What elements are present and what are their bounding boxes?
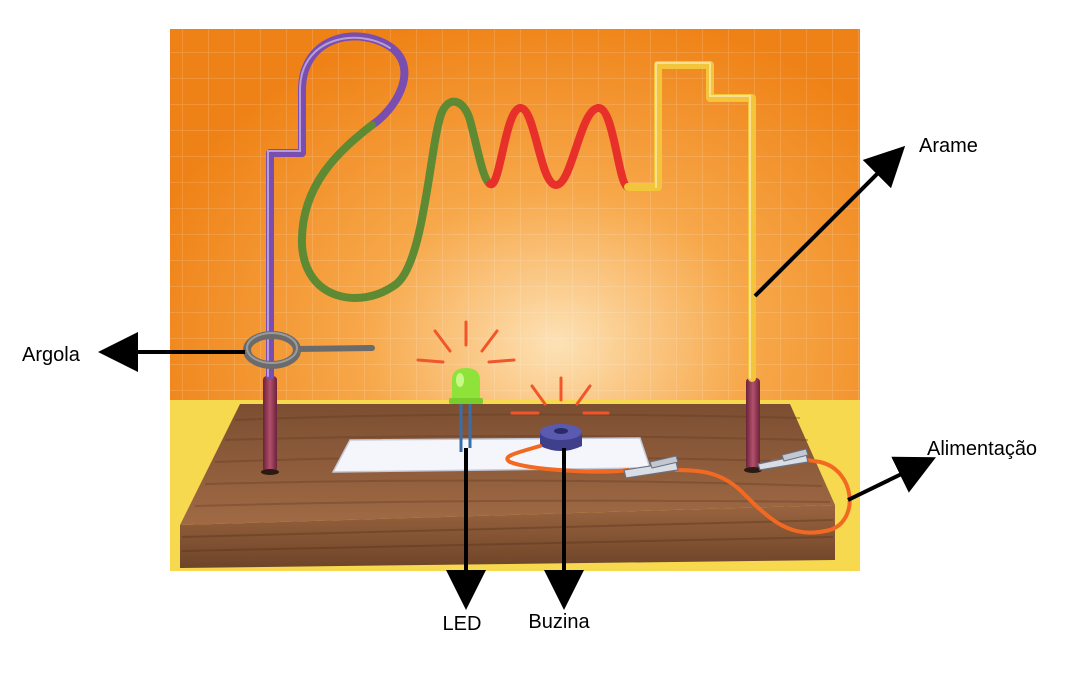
callout-arrows	[98, 145, 936, 610]
arrow-alimentacao	[847, 456, 936, 502]
led-icon	[416, 320, 516, 452]
label-arame: Arame	[919, 135, 978, 157]
scene-grid	[170, 29, 860, 404]
scene	[170, 29, 860, 571]
wire-red-segment	[486, 104, 632, 191]
buzzer-icon	[510, 376, 610, 451]
alligator-clip-icon	[757, 448, 809, 471]
buzz-wire	[266, 32, 756, 382]
alligator-clip-icon	[623, 455, 679, 479]
labels: Arame Argola Alimentação LED Buzina	[22, 135, 1037, 635]
label-buzina: Buzina	[528, 611, 590, 633]
arrow-arame	[753, 145, 906, 298]
left-post	[263, 376, 277, 472]
wire-purple-segment	[266, 32, 409, 380]
right-post	[746, 378, 760, 470]
label-led: LED	[443, 613, 482, 635]
label-argola: Argola	[22, 344, 81, 366]
wood-board-front	[180, 505, 835, 568]
base-plate	[331, 437, 652, 473]
wire-green-segment	[297, 97, 494, 302]
wire-yellow-segment	[624, 61, 756, 382]
power-wire	[505, 444, 852, 535]
loop-handle-icon	[243, 331, 375, 369]
label-alimentacao: Alimentação	[927, 438, 1037, 460]
